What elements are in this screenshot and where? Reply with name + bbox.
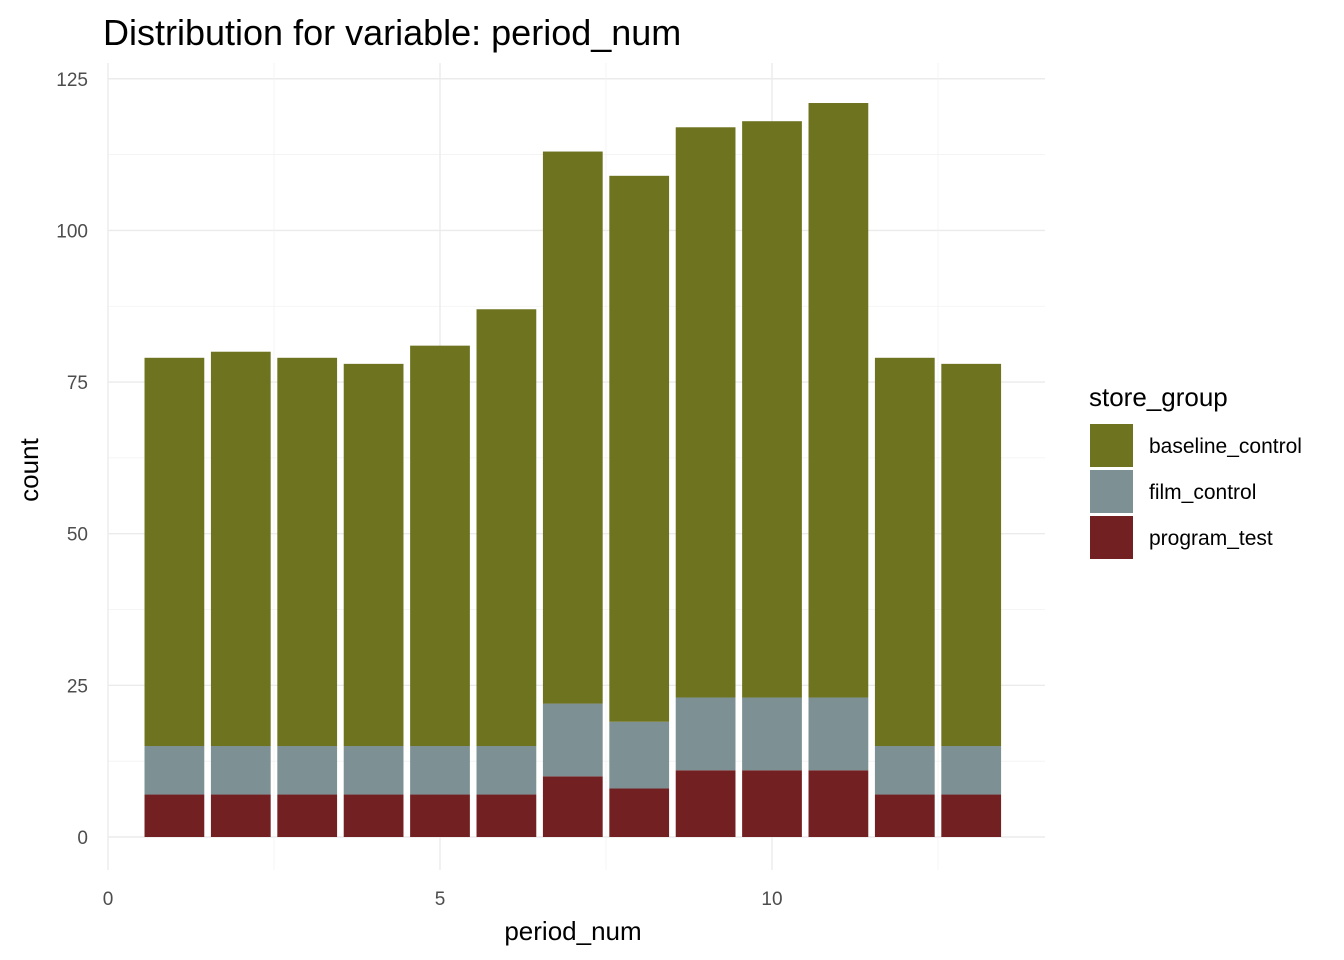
bar-program-test-9 <box>675 770 736 837</box>
bar-program-test-2 <box>210 794 271 837</box>
bar-program-test-1 <box>144 794 205 837</box>
bar-film-control-3 <box>277 746 338 795</box>
bar-film-control-13 <box>941 746 1002 795</box>
bar-baseline-control-4 <box>343 363 404 747</box>
bar-program-test-12 <box>874 794 935 837</box>
bar-program-test-11 <box>808 770 869 837</box>
y-tick-label: 125 <box>56 70 88 91</box>
bar-film-control-5 <box>410 746 470 795</box>
bar-baseline-control-13 <box>941 363 1002 747</box>
chart-title: Distribution for variable: period_num <box>103 12 681 53</box>
bar-program-test-8 <box>609 788 670 837</box>
bar-baseline-control-6 <box>476 309 537 747</box>
y-tick-label: 0 <box>77 828 88 849</box>
y-axis-title: count <box>14 437 44 501</box>
bar-film-control-6 <box>476 746 537 795</box>
bar-film-control-10 <box>742 697 802 771</box>
bar-program-test-6 <box>476 794 537 837</box>
legend-key-film-control <box>1090 470 1133 513</box>
bar-baseline-control-2 <box>210 351 271 747</box>
bar-program-test-5 <box>410 794 470 837</box>
legend-label-film-control: film_control <box>1149 481 1256 504</box>
bar-film-control-12 <box>874 746 935 795</box>
bar-baseline-control-9 <box>675 127 736 698</box>
bar-baseline-control-1 <box>144 357 205 747</box>
x-tick-label: 10 <box>761 889 782 910</box>
bar-program-test-3 <box>277 794 338 837</box>
y-tick-label: 100 <box>56 221 88 242</box>
legend-label-baseline-control: baseline_control <box>1149 435 1302 458</box>
legend: store_group baseline_control film_control… <box>1089 382 1302 559</box>
x-axis-title: period_num <box>504 916 641 946</box>
bar-baseline-control-10 <box>742 121 802 698</box>
x-tick-label: 5 <box>435 889 446 910</box>
y-tick-label: 50 <box>67 525 88 546</box>
bar-film-control-7 <box>542 703 603 777</box>
bar-film-control-4 <box>343 746 404 795</box>
bar-baseline-control-5 <box>410 345 470 747</box>
y-tick-label: 75 <box>67 373 88 394</box>
legend-label-program-test: program_test <box>1149 527 1273 550</box>
legend-key-program-test <box>1090 516 1133 559</box>
x-tick-label: 0 <box>103 889 114 910</box>
x-axis-ticks: 0 5 10 <box>103 889 783 910</box>
bar-program-test-13 <box>941 794 1002 837</box>
bar-program-test-10 <box>742 770 802 837</box>
bar-program-test-7 <box>542 776 603 837</box>
bar-baseline-control-12 <box>874 357 935 747</box>
bar-baseline-control-8 <box>609 175 670 722</box>
y-axis-ticks: 0 25 50 75 100 125 <box>56 70 88 849</box>
bar-film-control-1 <box>144 746 205 795</box>
bars <box>144 103 1002 837</box>
bar-baseline-control-7 <box>542 151 603 704</box>
bar-film-control-9 <box>675 697 736 771</box>
bar-baseline-control-11 <box>808 103 869 698</box>
bar-program-test-4 <box>343 794 404 837</box>
bar-film-control-8 <box>609 721 670 789</box>
bar-baseline-control-3 <box>277 357 338 747</box>
legend-title: store_group <box>1089 382 1228 412</box>
bar-film-control-2 <box>210 746 271 795</box>
bar-film-control-11 <box>808 697 869 771</box>
y-tick-label: 25 <box>67 676 88 697</box>
legend-key-baseline-control <box>1090 424 1133 467</box>
